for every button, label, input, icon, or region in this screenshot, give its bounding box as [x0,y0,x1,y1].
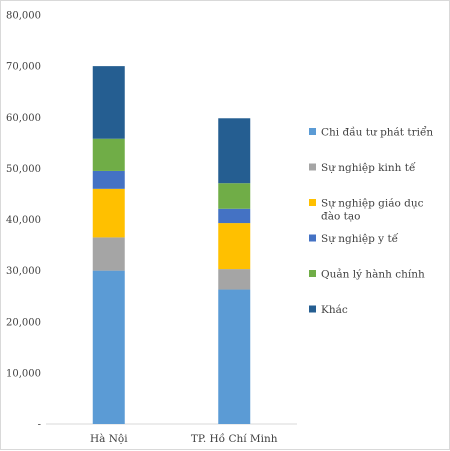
bar-segment [92,66,125,139]
legend-swatch [309,305,316,313]
bar-segment [92,138,125,171]
y-tick-label: 30,000 [6,266,41,277]
y-tick-label: - [38,420,41,431]
bar-segment [218,223,251,270]
bar-segment [92,237,125,271]
y-tick-label: 60,000 [6,113,41,124]
legend-swatch [309,199,316,206]
y-tick-label: 70,000 [6,62,41,73]
bar-segment [92,270,125,424]
category-label: Hà Nội [90,433,128,445]
bar-segment [218,269,251,290]
axis-group: - 10,000 20,000 30,000 40,000 50,000 60,000 70,… [6,11,297,445]
legend-label: Quản lý hành chính [321,268,425,281]
bar-segment [218,208,251,224]
bar-segment [92,170,125,189]
bar-segment [218,289,251,424]
legend-label: Chi đầu tư phát triển [321,126,433,139]
legend-swatch [309,270,316,277]
bars-group [92,66,251,424]
y-tick-label: 50,000 [6,164,41,175]
legend: Chi đầu tư phát triển Sự nghiệp kinh tế Sự… [309,126,433,316]
y-tick-label: 40,000 [6,215,41,226]
category-label: TP. Hồ Chí Minh [191,432,278,445]
y-tick-label: 80,000 [6,11,41,22]
bar-segment [92,188,125,238]
legend-label: Sự nghiệp y tế [321,232,399,245]
y-tick-label: 10,000 [6,368,41,379]
y-tick-label: 20,000 [6,317,41,328]
legend-label: Sự nghiệp giáo dục đào tạo [321,198,424,223]
legend-label: Sự nghiệp kinh tế [321,161,416,174]
legend-swatch [309,234,316,242]
bar-segment [218,183,251,209]
bar-segment [218,118,251,184]
legend-swatch [309,128,316,135]
legend-swatch [309,163,316,171]
legend-label: Khác [321,304,348,316]
